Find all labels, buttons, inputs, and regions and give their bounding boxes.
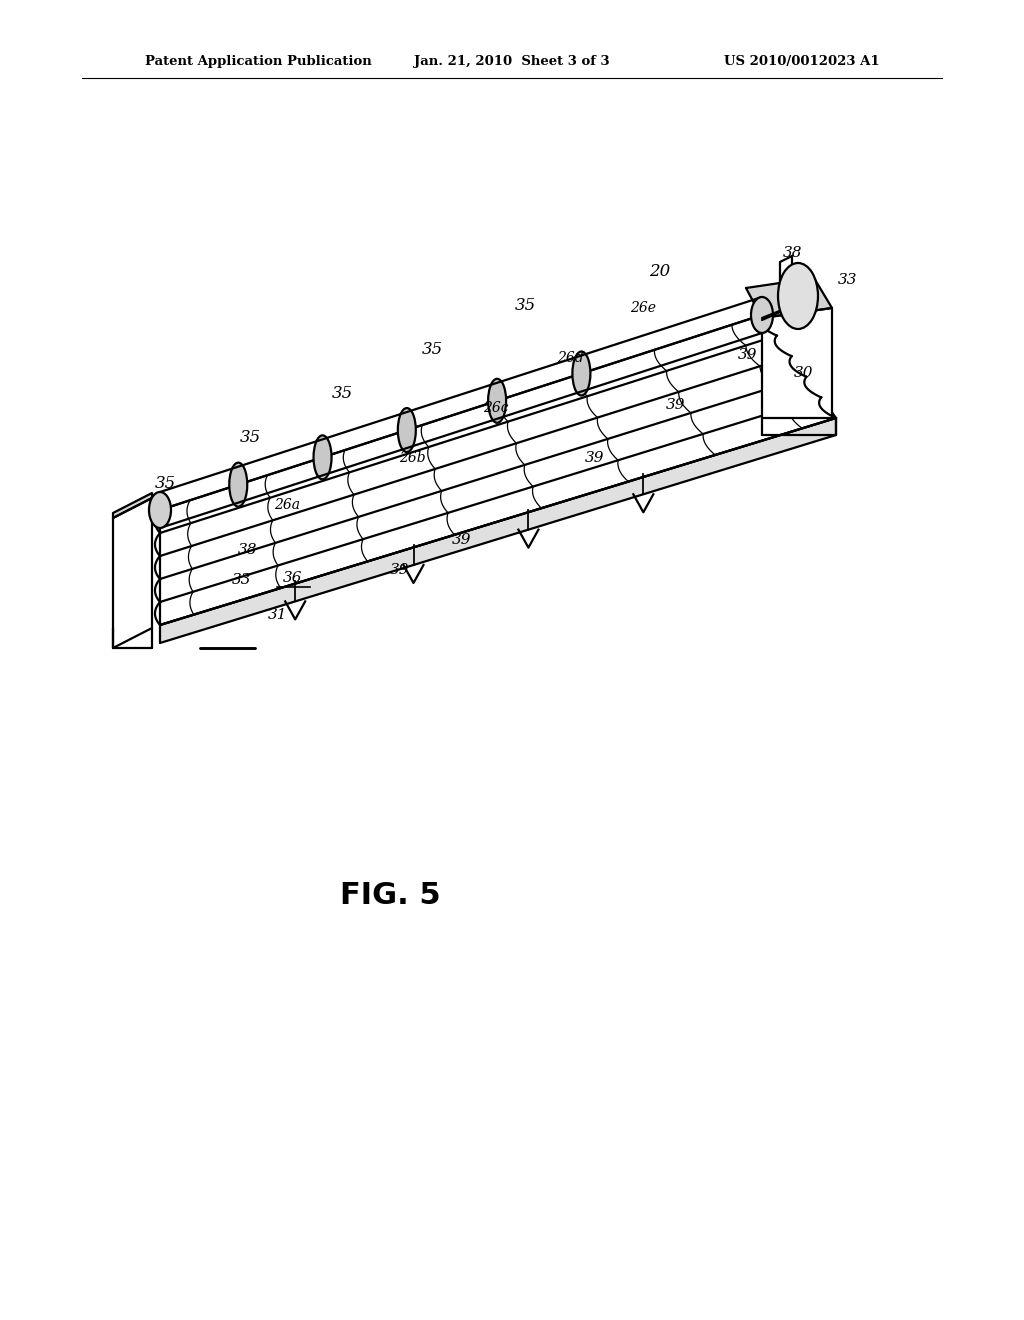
Ellipse shape	[229, 462, 247, 507]
Ellipse shape	[150, 492, 171, 528]
Text: US 2010/0012023 A1: US 2010/0012023 A1	[724, 55, 880, 69]
Text: 33: 33	[232, 573, 252, 587]
Text: 26c: 26c	[483, 401, 509, 414]
Polygon shape	[113, 492, 152, 517]
Text: 35: 35	[240, 429, 261, 446]
Text: 26e: 26e	[630, 301, 656, 315]
Ellipse shape	[313, 436, 332, 479]
Text: Jan. 21, 2010  Sheet 3 of 3: Jan. 21, 2010 Sheet 3 of 3	[414, 55, 610, 69]
Text: 31: 31	[268, 609, 288, 622]
Polygon shape	[160, 418, 836, 643]
Text: 38: 38	[783, 246, 803, 260]
Text: 26a: 26a	[274, 498, 300, 512]
Text: 39: 39	[586, 451, 605, 465]
Text: 33: 33	[839, 273, 858, 286]
Text: 26b: 26b	[398, 451, 425, 465]
Text: 30: 30	[795, 366, 814, 380]
Text: 20: 20	[649, 264, 671, 281]
Text: 38: 38	[239, 543, 258, 557]
Ellipse shape	[778, 263, 818, 329]
Text: 39: 39	[738, 348, 758, 362]
Ellipse shape	[572, 351, 591, 396]
Polygon shape	[746, 279, 831, 318]
Text: 35: 35	[421, 342, 442, 359]
Text: 39: 39	[667, 399, 686, 412]
Ellipse shape	[751, 297, 773, 333]
Polygon shape	[762, 308, 831, 418]
Text: FIG. 5: FIG. 5	[340, 880, 440, 909]
Ellipse shape	[488, 379, 506, 422]
Text: 39: 39	[390, 564, 410, 577]
Text: Patent Application Publication: Patent Application Publication	[145, 55, 372, 69]
Text: 26d: 26d	[557, 351, 584, 366]
Ellipse shape	[397, 408, 416, 451]
Polygon shape	[113, 498, 152, 648]
Text: 35: 35	[332, 385, 352, 403]
Text: 39: 39	[453, 533, 472, 546]
Text: 35: 35	[155, 475, 176, 492]
Text: 36: 36	[284, 572, 303, 585]
Text: 35: 35	[514, 297, 536, 314]
Polygon shape	[160, 315, 836, 624]
